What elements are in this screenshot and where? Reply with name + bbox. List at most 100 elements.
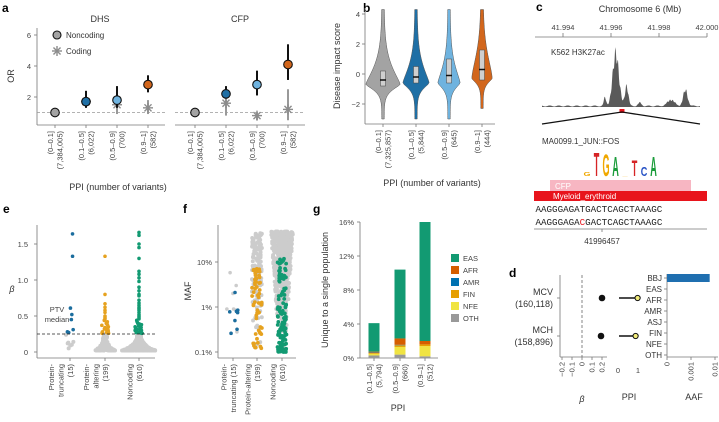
e-point [109,348,114,353]
a-x-tick-label: (0.1–0.5] (6,022) [77,130,96,160]
g-legend-label-eas: EAS [463,254,478,263]
c-motif-label: MA0099.1_JUN::FOS [542,137,619,146]
e-point [144,348,149,353]
f-point [258,242,263,247]
e-highlighted-point [103,305,107,310]
e-highlighted-point [137,269,141,274]
f-point [274,285,279,290]
e-y-tick-label: 0.5 [18,312,28,321]
d-population-label: OTH [645,351,662,360]
a-noncoding-point [190,107,200,118]
g-bar-fin [394,345,406,347]
b-category-label: (0–0.1] [374,130,383,153]
c-myeloid-erythroid-label: Myeloid_erythroid [553,192,616,201]
f-point [235,330,239,334]
g-bar-afr [419,341,431,345]
f-point [254,233,259,238]
a-facet-title-dhs: DHS [90,14,109,24]
e-category-label: (610) [135,364,144,382]
a-count-label: (582) [289,131,298,149]
e-highlighted-point [137,233,141,238]
a-x-tick-label: (0.1–0.5] (6,022) [217,130,236,160]
f-highlighted-point [253,273,258,278]
f-highlighted-point [229,331,233,336]
c-x-tick-label: 41.998 [648,23,671,32]
g-x-tick-label: (0.5–0.9] (660) [391,364,410,394]
f-highlighted-point [278,305,282,310]
f-category-label: Protein-altering [244,364,253,415]
f-highlighted-point [233,290,237,295]
e-point [105,344,110,349]
c-cfp-bar [550,180,691,191]
e-ptv-median-label: PTV [50,305,65,314]
e-point [136,342,141,347]
f-highlighted-point [282,296,287,301]
g-count-label: (5,794) [375,363,384,387]
f-highlighted-point [255,336,259,341]
panel-d: MCV(160,118)MCH(158,896)−0.2 −0.1 0 0.1 0.2β… [514,274,719,404]
g-legend-label-oth: OTH [463,314,479,323]
d-ppi-point [634,294,641,302]
d-beta-point [598,294,606,302]
e-x-tick-label: Noncoding (610) [126,364,145,400]
f-highlighted-point [227,310,232,314]
e-point [102,333,107,338]
f-highlighted-point [280,322,284,327]
f-point [252,243,257,248]
f-point [258,259,263,264]
g-bar-eas [419,222,431,341]
f-category-label: Protein- [220,364,229,391]
f-point [279,250,284,255]
b-x-tick-label: (0.9–1] (444) [473,130,492,154]
f-highlighted-point [256,295,261,300]
legend-coding-label: Coding [66,47,91,56]
e-highlighted-point [136,324,141,328]
f-point [271,255,276,260]
g-legend-label-fin: FIN [463,290,475,299]
star-stroke [221,99,231,108]
a-coding-point [52,46,62,56]
a-coding-point [143,102,153,113]
a-category-label: (0.5–0.9] [248,131,257,161]
a-category-label: (0–0.1] [186,131,195,154]
e-highlighted-point [137,230,141,235]
g-legend-swatch-amr [451,278,459,286]
d-beta-axis-title: β [578,394,584,404]
e-highlighted-point [70,254,75,259]
e-category-label: Protein- [82,364,91,391]
g-legend-label-amr: AMR [463,278,480,287]
c-cfp-bar-label: CFP [555,182,571,191]
f-highlighted-point [258,280,263,285]
f-highlighted-point [281,258,286,263]
star-stroke [143,103,153,112]
e-highlighted-point [100,331,104,336]
g-bar-afr [368,351,380,353]
f-highlighted-point [276,333,280,337]
f-point [285,234,290,239]
f-highlighted-point [255,340,260,345]
a-count-label: (6,022) [227,130,236,154]
c-ref-sequence: CAAGGGAGATGACTCAGCTAAAGC [530,204,663,215]
b-count-label: (5,844) [417,129,426,153]
d-beta-tick-label: −0.1 [568,362,577,377]
d-ppi-axis-title: PPI [622,392,637,402]
b-y-axis-title: Disease impact score [332,23,342,109]
d-population-label: NFE [646,340,662,349]
c-zoom-lines [541,111,701,125]
f-highlighted-point [277,340,282,345]
a-count-label: (700) [118,131,127,149]
panel-label-f: f [183,202,188,216]
f-highlighted-point [282,311,287,316]
f-y-tick-label: 1% [201,303,212,312]
f-category-label: (199) [253,364,262,382]
d-population-label: BBJ [647,274,662,283]
star-stroke [283,105,293,114]
f-point [284,245,289,250]
f-highlighted-point [281,336,285,341]
e-y-tick-label: 1.5 [18,240,28,249]
e-y-tick-label: 1.0 [18,276,28,285]
a-coding-point [283,104,293,115]
g-bar-fin [368,352,380,354]
legend-noncoding-label: Noncoding [66,31,104,40]
e-point [143,343,148,348]
